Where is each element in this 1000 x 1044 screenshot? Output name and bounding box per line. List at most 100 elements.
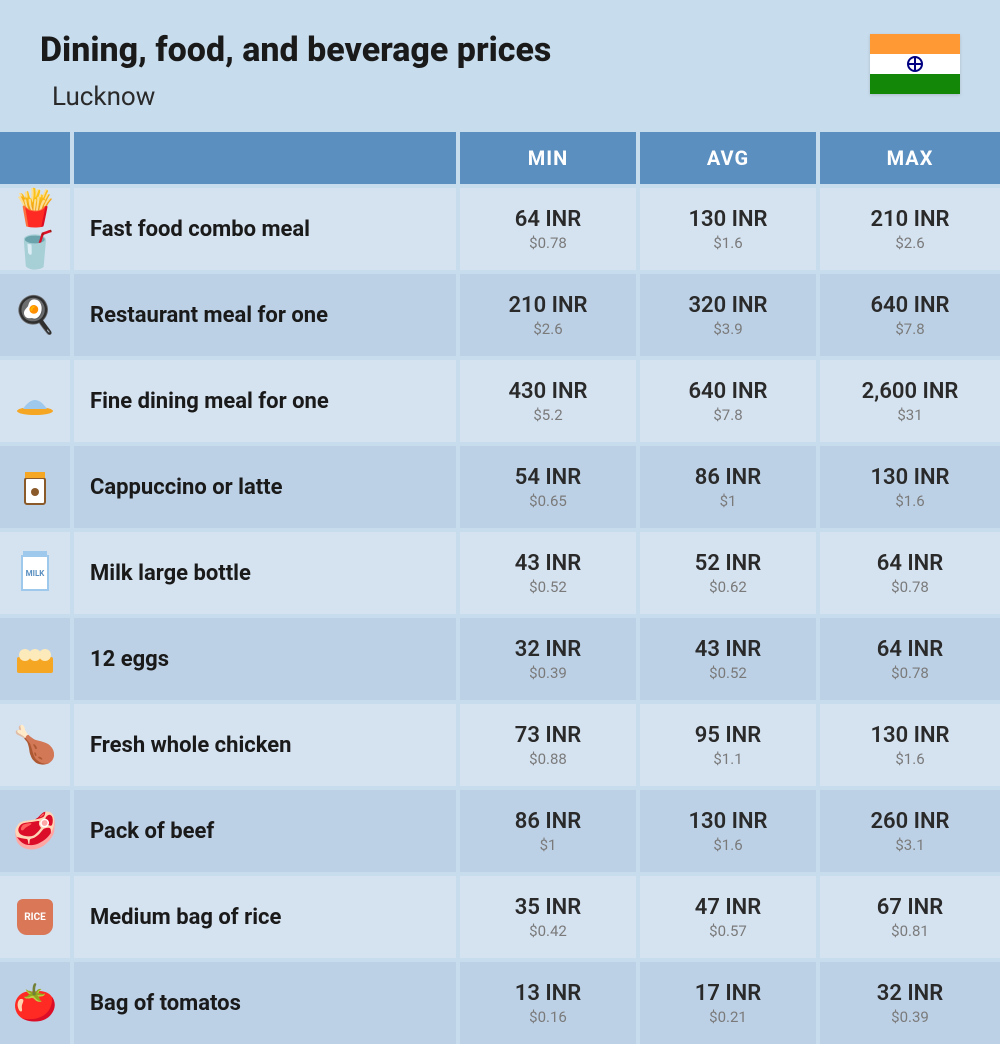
price-inr: 64 INR [877,551,943,576]
item-name: Fast food combo meal [74,188,460,270]
price-avg: 17 INR$0.21 [640,962,820,1044]
price-inr: 210 INR [870,207,949,232]
item-icon: RICE [0,876,74,958]
price-max: 130 INR$1.6 [820,704,1000,786]
price-max: 67 INR $0.81 [820,876,1000,958]
item-icon: 🥩 [0,790,74,872]
price-usd: $7.8 [895,320,924,338]
item-icon: MILK [0,532,74,614]
price-usd: $1.6 [895,492,924,510]
price-min: 54 INR$0.65 [460,446,640,528]
price-min: 43 INR$0.52 [460,532,640,614]
price-avg: 130 INR $1.6 [640,790,820,872]
price-inr: 13 INR [515,981,581,1006]
price-inr: 32 INR [515,637,581,662]
price-table: MIN AVG MAX 🍟🥤Fast food combo meal 64 INR… [0,132,1000,1044]
table-row: 🍟🥤Fast food combo meal 64 INR $0.78 130 INR… [0,184,1000,270]
price-usd: $0.39 [891,1008,929,1026]
item-icon [0,360,74,442]
price-usd: $3.9 [713,320,742,338]
price-inr: 73 INR [515,723,581,748]
price-usd: $1 [540,836,557,854]
table-row: 🥩Pack of beef86 INR$1 130 INR $1.6 260 INR $… [0,786,1000,872]
price-usd: $1.6 [895,750,924,768]
col-avg-header: AVG [640,132,820,184]
item-icon: 🍅 [0,962,74,1044]
item-icon: 🍟🥤 [0,188,74,270]
price-usd: $0.78 [891,664,929,682]
price-min: 32 INR $0.39 [460,618,640,700]
price-usd: $31 [897,406,922,424]
price-min: 86 INR$1 [460,790,640,872]
price-usd: $1.6 [713,836,742,854]
item-icon [0,446,74,528]
price-usd: $0.78 [529,234,567,252]
item-name: Cappuccino or latte [74,446,460,528]
price-avg: 52 INR $0.62 [640,532,820,614]
table-row: MILKMilk large bottle43 INR$0.52 52 INR $0… [0,528,1000,614]
price-min: 210 INR $2.6 [460,274,640,356]
item-name: Pack of beef [74,790,460,872]
price-usd: $2.6 [533,320,562,338]
item-name: Bag of tomatos [74,962,460,1044]
table-row: 12 eggs32 INR$0.3943 INR$0.5264 INR$0.78 [0,614,1000,700]
page-title: Dining, food, and beverage prices [40,30,551,70]
price-inr: 32 INR [877,981,943,1006]
price-inr: 320 INR [688,293,767,318]
item-name: Fine dining meal for one [74,360,460,442]
price-inr: 130 INR [688,809,767,834]
price-min: 64 INR $0.78 [460,188,640,270]
price-usd: $0.65 [529,492,567,510]
price-avg: 320 INR $3.9 [640,274,820,356]
price-usd: $1.1 [713,750,742,768]
table-row: 🍅Bag of tomatos13 INR$0.1617 INR$0.2132 … [0,958,1000,1044]
price-max: 640 INR $7.8 [820,274,1000,356]
price-inr: 43 INR [515,551,581,576]
price-max: 64 INR $0.78 [820,618,1000,700]
price-inr: 260 INR [870,809,949,834]
price-inr: 640 INR [688,379,767,404]
price-inr: 640 INR [870,293,949,318]
price-inr: 95 INR [695,723,761,748]
price-inr: 67 INR [877,895,943,920]
item-icon: 🍳 [0,274,74,356]
location-subtitle: Lucknow [52,82,551,112]
price-inr: 52 INR [695,551,761,576]
col-name-header [74,132,460,184]
price-min: 13 INR$0.16 [460,962,640,1044]
price-inr: 430 INR [508,379,587,404]
price-avg: 47 INR $0.57 [640,876,820,958]
price-usd: $0.88 [529,750,567,768]
price-usd: $0.81 [891,922,929,940]
table-header: MIN AVG MAX [0,132,1000,184]
table-row: 🍗Fresh whole chicken 73 INR $0.88 95 INR $1.… [0,700,1000,786]
price-usd: $0.39 [529,664,567,682]
price-max: 64 INR$0.78 [820,532,1000,614]
price-inr: 210 INR [508,293,587,318]
price-inr: 35 INR [515,895,581,920]
price-inr: 64 INR [877,637,943,662]
price-usd: $3.1 [895,836,924,854]
item-name: Fresh whole chicken [74,704,460,786]
table-row: RICEMedium bag of rice35 INR$0.42 47 INR $… [0,872,1000,958]
header-text: Dining, food, and beverage prices Luckno… [40,30,551,112]
price-inr: 43 INR [695,637,761,662]
price-inr: 47 INR [695,895,761,920]
price-max: 260 INR $3.1 [820,790,1000,872]
item-icon: 🍗 [0,704,74,786]
price-usd: $0.57 [709,922,747,940]
price-usd: $1 [720,492,737,510]
price-usd: $0.62 [709,578,747,596]
price-min: 35 INR$0.42 [460,876,640,958]
price-usd: $1.6 [713,234,742,252]
item-icon [0,618,74,700]
price-max: 32 INR $0.39 [820,962,1000,1044]
table-row: 🍳Restaurant meal for one210 INR$2.6320 I… [0,270,1000,356]
price-usd: $2.6 [895,234,924,252]
item-name: Medium bag of rice [74,876,460,958]
price-inr: 64 INR [515,207,581,232]
price-inr: 130 INR [688,207,767,232]
item-name: Milk large bottle [74,532,460,614]
price-usd: $0.21 [709,1008,747,1026]
price-avg: 95 INR $1.1 [640,704,820,786]
